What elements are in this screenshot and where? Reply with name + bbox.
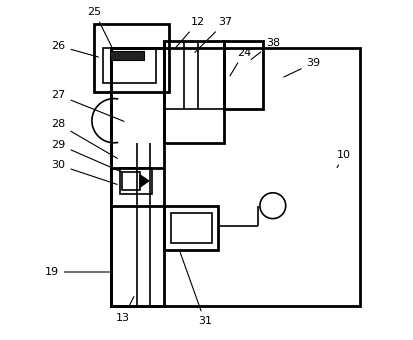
Text: 10: 10 — [337, 150, 351, 168]
Bar — [164, 206, 218, 250]
Text: 31: 31 — [180, 253, 212, 326]
Text: 19: 19 — [45, 267, 110, 277]
Bar — [109, 51, 144, 60]
Text: 26: 26 — [52, 41, 98, 57]
Bar — [111, 48, 359, 306]
Bar — [164, 41, 223, 143]
Text: 29: 29 — [52, 139, 122, 172]
Text: 39: 39 — [284, 58, 320, 77]
Bar — [94, 24, 169, 92]
Text: 12: 12 — [176, 17, 205, 47]
Bar — [111, 48, 164, 306]
Bar — [121, 172, 140, 190]
Text: 13: 13 — [116, 296, 134, 323]
Bar — [103, 48, 156, 83]
Text: 24: 24 — [230, 48, 251, 76]
Bar — [120, 168, 152, 194]
Text: 38: 38 — [251, 37, 280, 59]
Text: 25: 25 — [87, 7, 112, 47]
Bar — [223, 41, 263, 109]
Polygon shape — [140, 175, 149, 187]
Text: 27: 27 — [52, 90, 124, 121]
Text: 30: 30 — [52, 160, 117, 184]
Text: 28: 28 — [52, 119, 117, 158]
Circle shape — [260, 193, 286, 219]
Text: 37: 37 — [195, 17, 232, 52]
Bar — [171, 212, 211, 243]
